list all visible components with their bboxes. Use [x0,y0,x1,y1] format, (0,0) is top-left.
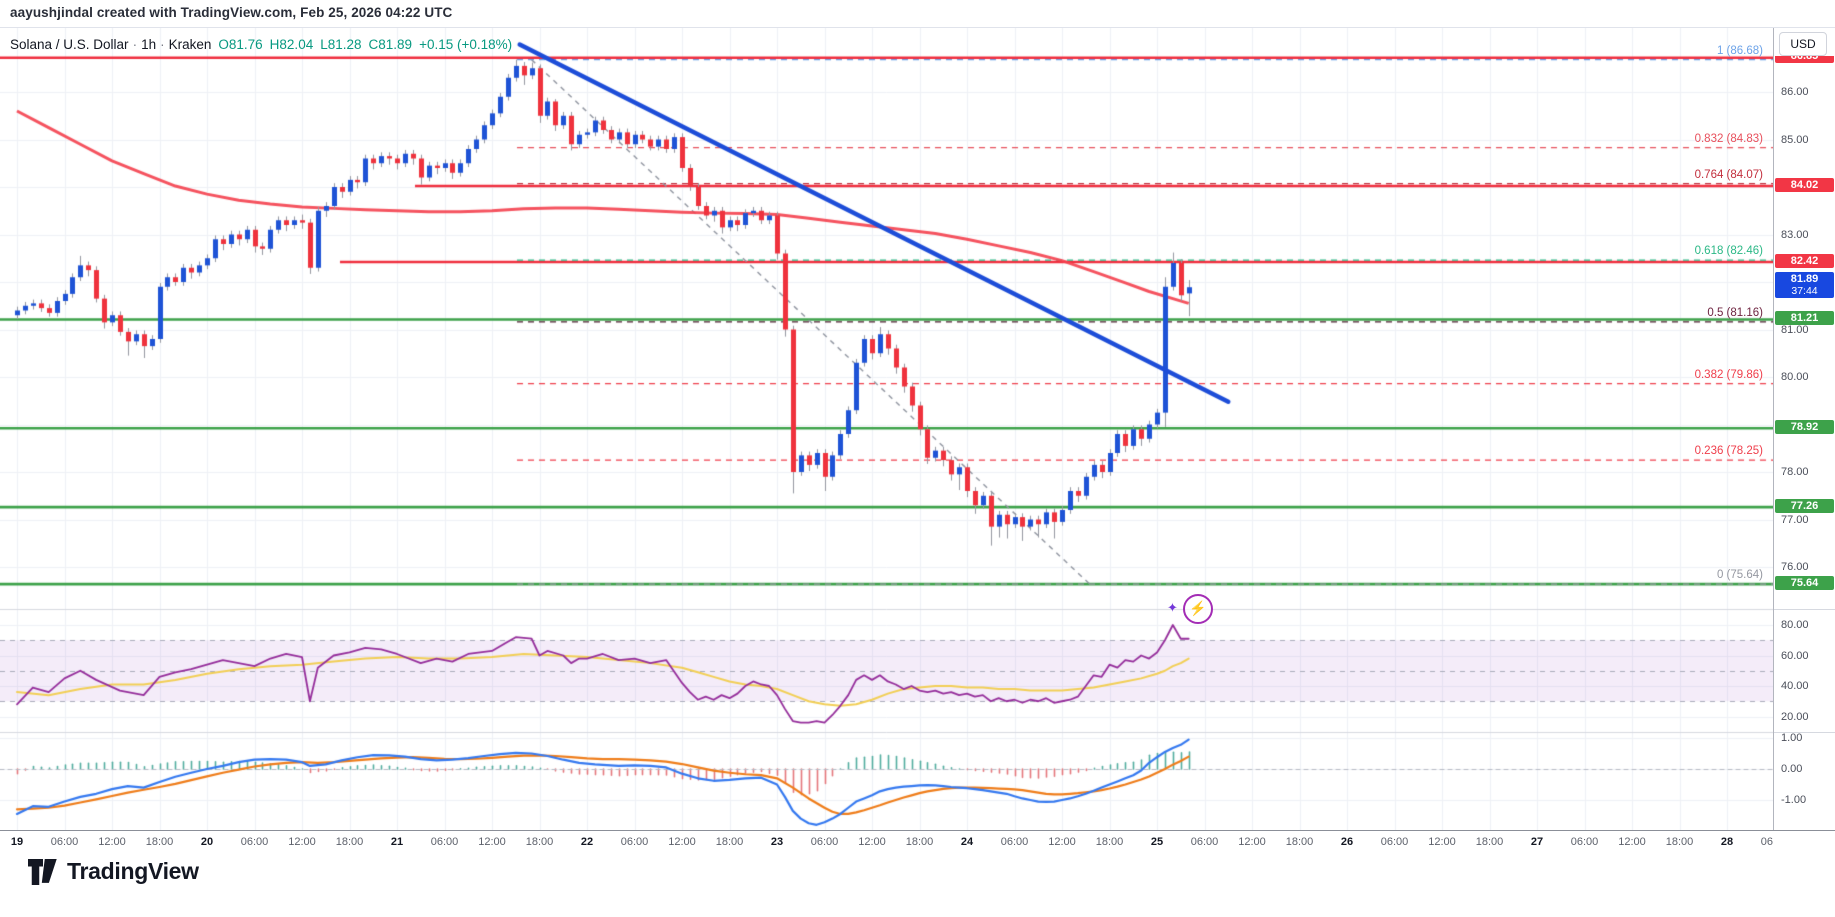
price-level-badge: 81.21 [1775,311,1834,326]
interval-label[interactable]: 1h [141,37,157,52]
symbol-title[interactable]: Solana / U.S. Dollar [10,37,129,52]
fib-level-label: 0 (75.64) [1716,569,1763,582]
time-labels-clip: 19 06:00 12:00 18:00 20 06:00 12:00 18:00 21 06:0… [0,831,1773,854]
time-axis-day-label: 28 [1720,836,1734,848]
macd-tick-label: 0.00 [1781,763,1803,775]
sparkle-icon: ✦ [1167,600,1178,615]
fib-level-label: 0.236 (78.25) [1694,445,1763,458]
time-axis-label: 18:00 [1285,836,1314,848]
price-tick-label: 86.00 [1781,86,1809,98]
time-axis-day-label: 24 [960,836,974,848]
macd-tick-label: 1.00 [1781,732,1803,744]
price-tick-label: 81.00 [1781,323,1809,336]
ohlc-low: L81.28 [320,37,362,52]
time-axis-label: 12:00 [1048,836,1076,848]
time-axis-label: 18:00 [905,836,934,848]
time-axis-label: 12:00 [858,836,886,848]
price-tick-label: 77.00 [1781,513,1809,526]
time-axis-label: 06:00 [1190,836,1219,848]
time-axis-day-label: 21 [390,836,404,848]
time-axis-label: 06:00 [50,836,79,848]
time-axis-label: 18:00 [525,836,554,848]
legend-separator: · [160,37,165,52]
time-axis-label: 06:00 [240,836,269,848]
chart-legend: Solana / U.S. Dollar · 1h · Kraken O81.76 H82.… [10,37,512,52]
tradingview-logo[interactable]: TradingView [28,858,199,885]
pane-separator [1774,609,1835,610]
time-axis[interactable]: 19 06:00 12:00 18:00 20 06:00 12:00 18:00 21 06:0… [0,830,1835,854]
price-tick-label: 76.00 [1781,561,1809,573]
price-tick-label: 83.00 [1781,228,1809,241]
time-axis-label: 06:00 [1000,836,1029,848]
price-level-badge: 84.02 [1775,177,1834,192]
ohlc-open: O81.76 [218,37,263,52]
time-axis-label: 12:00 [1618,836,1646,848]
rsi-tick-label: 80.00 [1781,619,1809,631]
change-percent: +0.15 (+0.18%) [419,37,513,52]
time-axis-day-label: 22 [580,836,594,848]
time-axis-label: 12:00 [478,836,506,848]
time-axis-day-label: 20 [200,836,214,848]
time-axis-label: 06:00 [1380,836,1409,848]
time-axis-label: 12:00 [1238,836,1266,848]
time-axis-day-label: 25 [1150,836,1164,848]
time-axis-day-label: 19 [10,836,24,848]
price-axis[interactable]: USD 86.00 85.00 83.00 81.00 80.00 78.00 77.00 7… [1773,28,1835,830]
ohlc-close: C81.89 [368,37,413,52]
rsi-tick-label: 60.00 [1781,649,1809,662]
rsi-tick-label: 20.00 [1781,710,1809,723]
exchange-label[interactable]: Kraken [168,37,212,52]
legend-separator: · [132,37,138,52]
fib-level-label: 0.5 (81.16) [1707,306,1763,319]
time-axis-label: 18:00 [1095,836,1124,848]
lightning-icon: ⚡ [1183,594,1213,624]
time-axis-label: 06:00 [1570,836,1599,848]
ohlc-high: H82.04 [269,37,314,52]
time-axis-label: 18:00 [335,836,364,848]
price-level-badge: 81.89 37:44 [1775,272,1834,299]
fib-level-label: 0.618 (82.46) [1694,245,1763,258]
rsi-tick-label: 40.00 [1781,680,1809,692]
time-axis-label: 12:00 [668,836,696,848]
fib-level-label: 0.832 (84.83) [1694,132,1763,145]
pane-separator [1774,732,1835,733]
price-tick-label: 80.00 [1781,371,1809,383]
price-tick-label: 85.00 [1781,133,1809,146]
price-level-badge: 78.92 [1775,419,1834,434]
indicator-flag[interactable]: ✦ ⚡ [1167,592,1213,626]
time-axis-label: 06:00 [1760,836,1773,848]
fib-level-label: 0.764 (84.07) [1694,168,1763,181]
time-axis-label: 18:00 [145,836,174,848]
time-axis-label: 12:00 [98,836,126,848]
price-tick-label: 78.00 [1781,466,1809,478]
fib-level-label: 0.382 (79.86) [1694,368,1763,381]
time-axis-label: 18:00 [1665,836,1694,848]
chart-frame: Solana / U.S. Dollar · 1h · Kraken O81.76 H82.… [0,27,1835,854]
macd-tick-label: -1.00 [1781,794,1807,806]
time-axis-label: 06:00 [810,836,839,848]
price-level-badge: 82.42 [1775,253,1834,268]
fib-level-label: 1 (86.68) [1716,44,1763,57]
time-axis-day-label: 26 [1340,836,1354,848]
time-axis-label: 06:00 [620,836,649,848]
chart-canvas[interactable] [0,28,1773,830]
time-axis-day-label: 27 [1530,836,1544,848]
bar-countdown: 37:44 [1791,285,1818,298]
time-axis-label: 12:00 [1428,836,1456,848]
price-level-badge: 75.64 [1775,575,1834,590]
tradingview-logo-text: TradingView [67,858,199,884]
attribution-text: aayushjindal created with TradingView.co… [10,5,453,20]
time-axis-label: 18:00 [715,836,744,848]
price-level-badge: 77.26 [1775,498,1834,513]
time-axis-label: 18:00 [1475,836,1504,848]
time-axis-day-label: 23 [770,836,784,848]
time-axis-label: 12:00 [288,836,316,848]
time-axis-label: 06:00 [430,836,459,848]
currency-toggle-button[interactable]: USD [1779,32,1827,56]
tradingview-logo-icon [28,858,57,885]
